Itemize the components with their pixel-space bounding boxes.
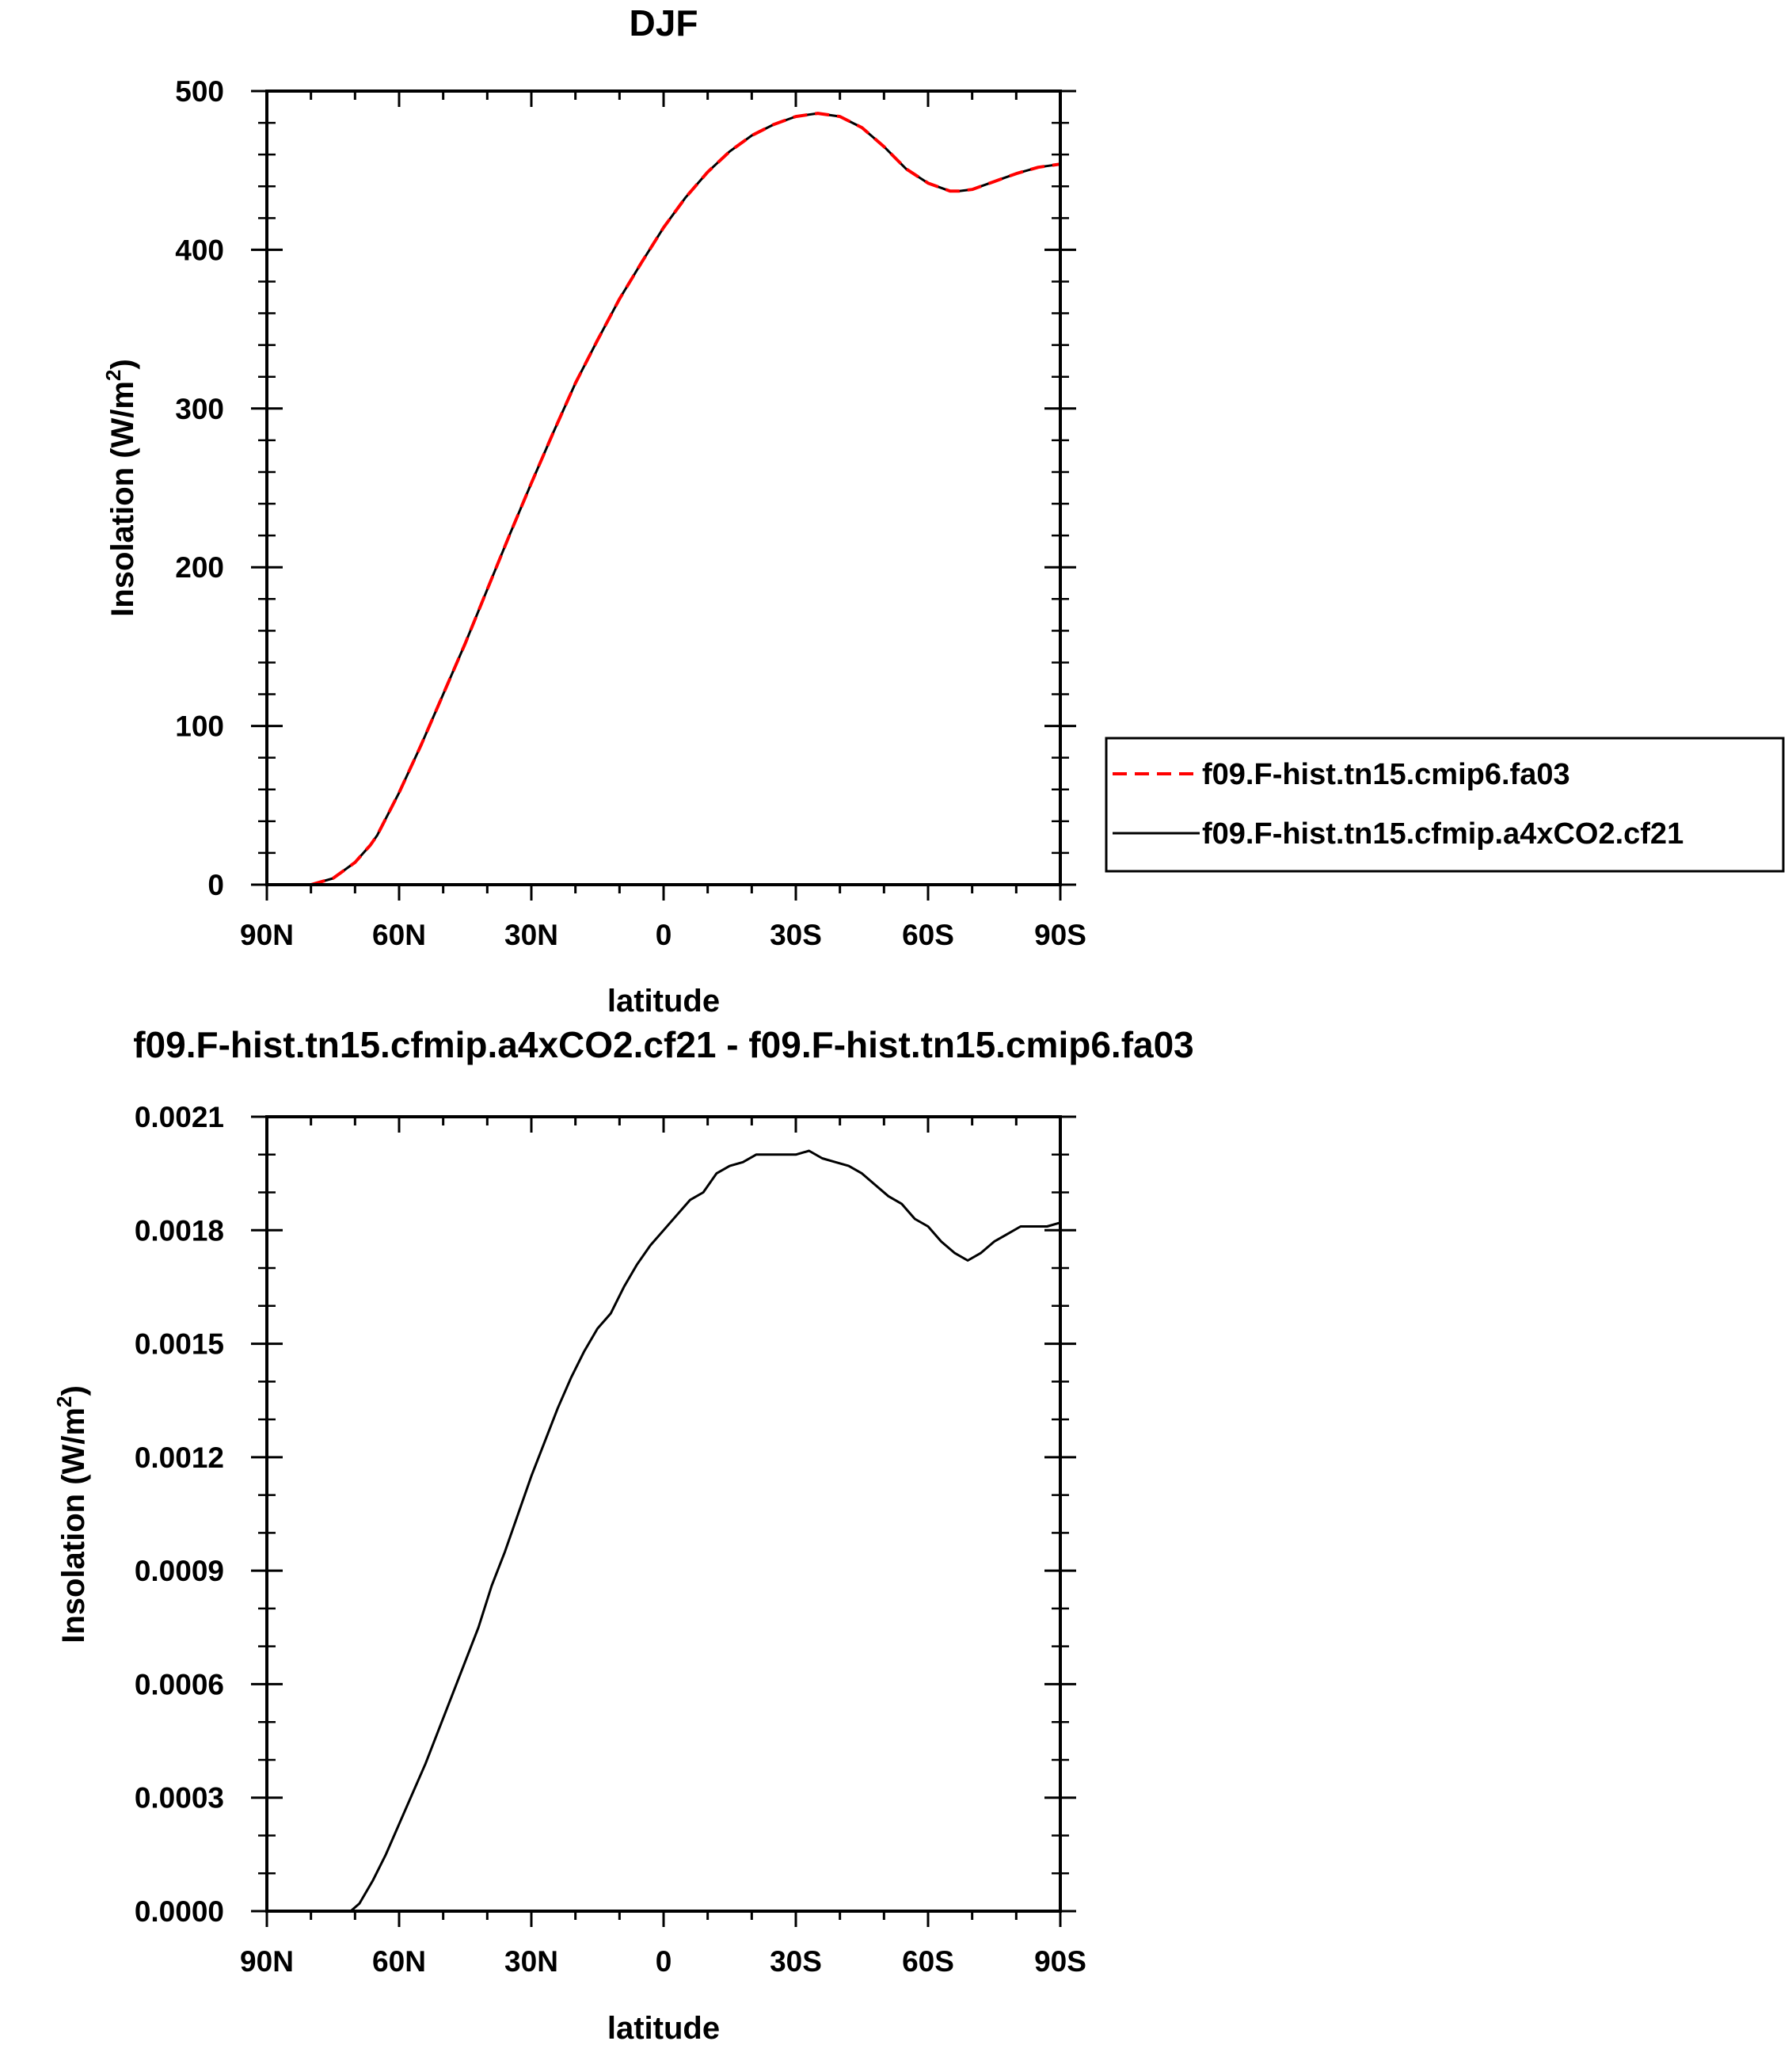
top-chart-y-tick-label: 100 [175,710,224,743]
top-chart-x-tick-label: 90S [1034,919,1086,951]
bottom-chart-y-tick-label: 0.0009 [135,1555,224,1587]
bottom-chart-x-tick-label: 90N [240,1945,294,1978]
legend: f09.F-hist.tn15.cmip6.fa03 f09.F-hist.tn… [1105,737,1785,873]
bottom-chart-x-tick-label: 90S [1034,1945,1086,1978]
top-chart-x-tick-label: 60N [372,919,426,951]
top-chart-y-tick-label: 200 [175,551,224,584]
top-chart-y-tick-label: 0 [207,869,224,901]
bottom-chart-y-axis-label-close: ) [56,1385,91,1396]
bottom-chart-x-tick-labels: 90N 60N 30N 0 30S 60S 90S [240,1945,1086,1978]
bottom-chart-y-axis-label: Insolation (W/m2) [52,1385,91,1643]
bottom-chart-x-axis-label: latitude [607,2011,720,2045]
top-chart-y-tick-label: 300 [175,393,224,425]
top-chart-series-line-0 [267,112,1061,886]
bottom-chart-y-tick-label: 0.0015 [135,1328,224,1361]
bottom-chart-y-tick-label: 0.0018 [135,1214,224,1247]
bottom-chart-y-axis-label-text: Insolation (W/m [56,1407,91,1643]
bottom-chart-frame [265,1115,1062,1913]
bottom-chart-y-tick-labels: 0.0000 0.0003 0.0006 0.0009 0.0012 0.0015 0.00… [135,1101,224,1928]
top-chart-x-axis-label: latitude [607,984,720,1019]
top-chart-y-tick-labels: 0 100 200 300 400 500 [175,75,224,901]
bottom-chart-x-tick-label: 0 [656,1945,672,1978]
top-chart-y-axis-label-close: ) [105,359,140,369]
bottom-chart-x-tick-label: 30N [504,1945,558,1978]
legend-label-a4xco2-cf21: f09.F-hist.tn15.cfmip.a4xCO2.cf21 [1202,817,1684,851]
top-chart-x-tick-label: 90N [240,919,294,951]
bottom-chart-y-tick-label: 0.0000 [135,1895,224,1928]
top-chart-y-axis-label-superscript: 2 [101,370,125,381]
top-chart-y-axis-label-text: Insolation (W/m [105,381,140,617]
bottom-chart-y-tick-label: 0.0006 [135,1668,224,1700]
top-chart-y-axis-label: Insolation (W/m2) [101,359,140,617]
bottom-chart-series [267,1149,1061,1913]
bottom-chart-y-tick-label: 0.0003 [135,1782,224,1815]
top-chart-ticks [251,89,1076,901]
bottom-chart-y-tick-label: 0.0021 [135,1101,224,1133]
top-chart-x-tick-label: 0 [656,919,672,951]
bottom-chart-x-tick-label: 30S [770,1945,822,1978]
top-chart-series [267,112,1061,886]
top-chart-y-tick-label: 500 [175,75,224,108]
top-chart-y-tick-label: 400 [175,234,224,266]
bottom-chart-panel: f09.F-hist.tn15.cfmip.a4xCO2.cf21 - f09.… [52,1024,1194,2045]
bottom-chart-x-tick-label: 60S [902,1945,954,1978]
top-chart-x-tick-label: 30S [770,919,822,951]
top-chart-panel: DJF 90N 60N 30N 0 30S 60S 90S 0 100 200 300 400 500… [101,2,1785,1019]
bottom-chart-ticks [251,1115,1076,1927]
bottom-chart-series-line-0 [267,1149,1061,1913]
top-chart-title: DJF [630,2,698,44]
top-chart-x-tick-label: 30N [504,919,558,951]
top-chart-frame [265,89,1062,886]
legend-box [1105,737,1785,873]
legend-label-cmip6-fa03: f09.F-hist.tn15.cmip6.fa03 [1202,758,1570,791]
bottom-chart-x-tick-label: 60N [372,1945,426,1978]
bottom-chart-y-axis-label-superscript: 2 [52,1396,76,1407]
bottom-chart-y-tick-label: 0.0012 [135,1441,224,1474]
bottom-chart-title: f09.F-hist.tn15.cfmip.a4xCO2.cf21 - f09.… [133,1024,1194,1065]
top-chart-x-tick-label: 60S [902,919,954,951]
top-chart-x-tick-labels: 90N 60N 30N 0 30S 60S 90S [240,919,1086,951]
